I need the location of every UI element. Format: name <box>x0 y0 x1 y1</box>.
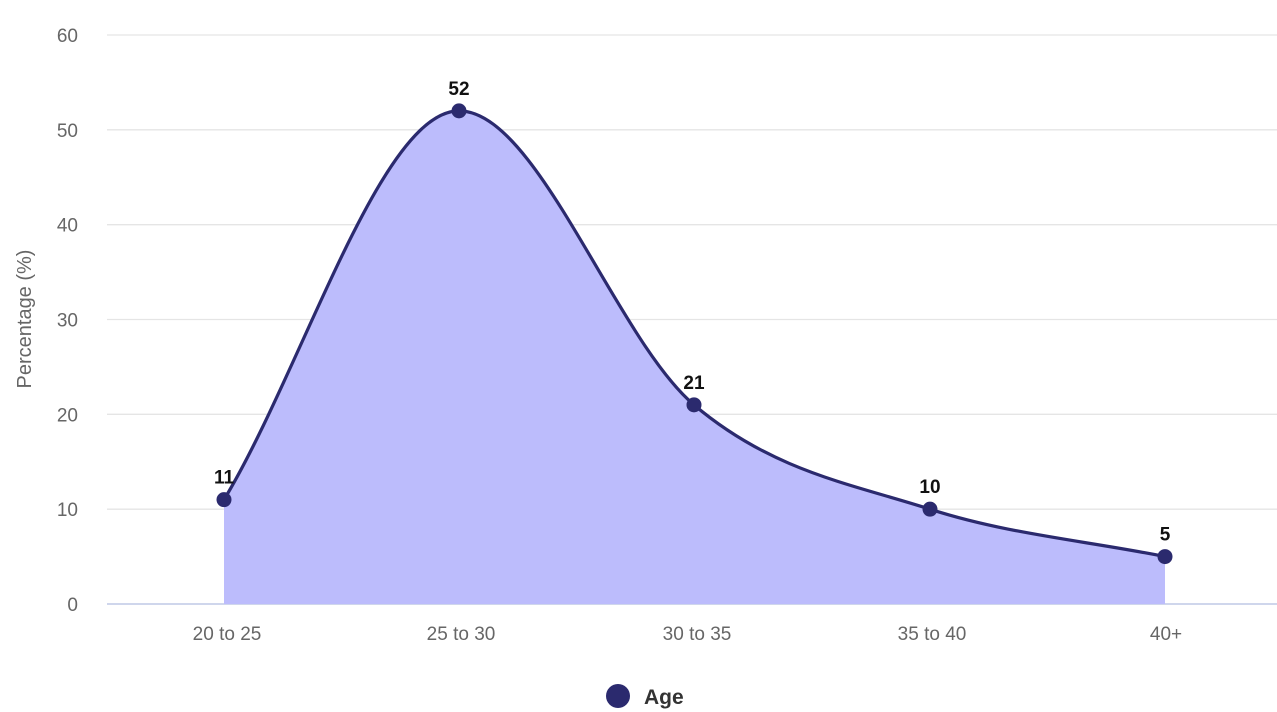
y-tick-label: 0 <box>67 595 78 616</box>
data-point[interactable] <box>1157 549 1173 565</box>
legend-swatch-age <box>606 684 630 708</box>
x-axis-ticks: 20 to 25 25 to 30 30 to 35 35 to 40 40+ <box>193 624 1182 645</box>
y-tick-label: 20 <box>57 405 78 426</box>
y-tick-label: 60 <box>57 26 78 47</box>
data-point[interactable] <box>922 501 938 517</box>
data-label: 21 <box>683 373 705 394</box>
series-area-age <box>224 110 1165 604</box>
series-line-age <box>222 109 1166 559</box>
data-points <box>216 103 1173 565</box>
x-tick-label: 40+ <box>1150 624 1182 645</box>
x-tick-label: 30 to 35 <box>663 624 732 645</box>
data-label: 11 <box>214 468 235 489</box>
y-axis-title: Percentage (%) <box>14 250 36 389</box>
data-label: 10 <box>919 477 940 498</box>
x-tick-label: 25 to 30 <box>427 624 496 645</box>
data-point[interactable] <box>216 492 232 508</box>
x-tick-label: 20 to 25 <box>193 624 262 645</box>
y-tick-label: 50 <box>57 121 78 142</box>
y-tick-label: 30 <box>57 311 78 332</box>
legend[interactable]: Age <box>606 684 684 709</box>
data-labels: 11 52 21 10 5 <box>214 79 1171 546</box>
data-point[interactable] <box>686 397 702 413</box>
data-point[interactable] <box>451 103 467 119</box>
y-tick-label: 40 <box>57 216 78 237</box>
data-label: 52 <box>448 79 469 100</box>
area-layer <box>222 109 1166 604</box>
data-label: 5 <box>1160 525 1171 546</box>
x-tick-label: 35 to 40 <box>898 624 967 645</box>
y-tick-label: 10 <box>57 500 78 521</box>
legend-label-age: Age <box>644 686 684 709</box>
y-axis-ticks: 0 10 20 30 40 50 60 <box>57 26 78 616</box>
